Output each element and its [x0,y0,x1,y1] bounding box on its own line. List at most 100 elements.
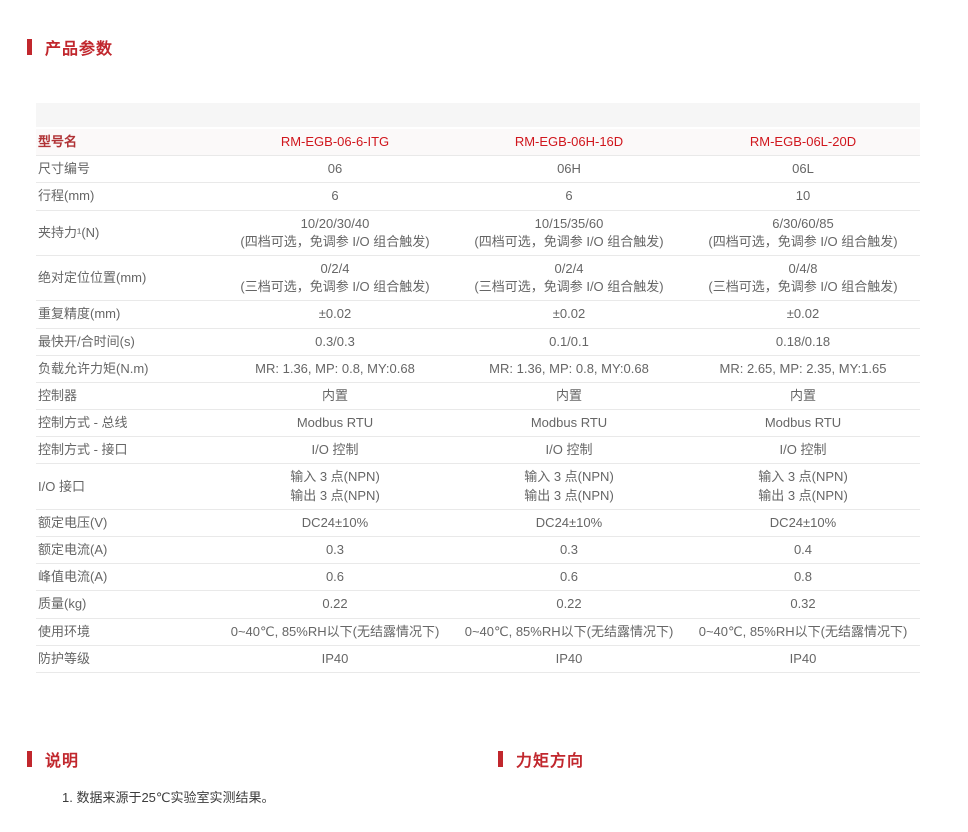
table-row-rated-current: 额定电流(A) 0.3 0.3 0.4 [36,537,920,565]
cell-value: 0.6 [559,569,579,585]
row-label: 负载允许力矩(N.m) [38,360,149,376]
cell-value: 0.22 [556,596,582,612]
model-column-header: RM-EGB-06H-16D [514,134,624,149]
cell-value: 0.18/0.18 [775,333,831,349]
table-row-controller: 控制器 内置 内置 内置 [36,383,920,411]
table-row-operating-env: 使用环境 0~40℃, 85%RH以下(无结露情况下) 0~40℃, 85%RH… [36,619,920,646]
row-label: 控制方式 - 接口 [38,442,128,458]
cell-value: 0.6 [325,569,345,585]
cell-value: 06L [792,161,814,177]
row-label: 控制器 [38,387,78,403]
cell-value: 06H [557,161,581,177]
row-label: 防护等级 [38,650,91,666]
cell-value: 10/15/35/60 (四档可选，免调参 I/O 组合触发) [474,215,664,249]
cell-value: 0.3/0.3 [315,333,355,349]
row-label: 重复精度(mm) [38,306,121,322]
row-label: 额定电流(A) [38,542,108,557]
torque-direction-section: 力矩方向 [498,747,584,806]
row-label: 使用环境 [38,623,91,639]
row-label: 控制方式 - 总线 [38,415,128,431]
table-row-peak-current: 峰值电流(A) 0.6 0.6 0.8 [36,564,920,592]
cell-value: 6 [565,188,573,204]
table-row-size-code: 尺寸编号 06 06H 06L [36,156,920,184]
table-header-row: 型号名 RM-EGB-06-6-ITG RM-EGB-06H-16D RM-EG… [36,129,920,157]
cell-value: 内置 [555,387,582,403]
section-header-torque-direction: 力矩方向 [498,747,584,771]
cell-value: ±0.02 [318,306,352,322]
table-row-rated-voltage: 额定电压(V) DC24±10% DC24±10% DC24±10% [36,510,920,537]
cell-value: 输入 3 点(NPN) 输出 3 点(NPN) [524,469,614,503]
cell-value: 6/30/60/85 (四档可选，免调参 I/O 组合触发) [708,215,898,249]
cell-value: ±0.02 [552,306,586,322]
cell-value: 0/2/4 (三档可选，免调参 I/O 组合触发) [474,260,664,295]
table-row-control-interface: 控制方式 - 接口 I/O 控制 I/O 控制 I/O 控制 [36,437,920,465]
table-row-allowable-torque: 负载允许力矩(N.m) MR: 1.36, MP: 0.8, MY:0.68 M… [36,356,920,383]
row-label: 绝对定位位置(mm) [38,270,147,286]
cell-value: IP40 [555,650,583,666]
red-accent-bar [498,750,503,767]
cell-value: MR: 1.36, MP: 0.8, MY:0.68 [255,360,415,376]
cell-value: 6 [331,188,339,204]
cell-value: DC24±10% [769,514,837,530]
section-header-notes: 说明 [27,747,471,771]
table-row-stroke: 行程(mm) 6 6 10 [36,183,920,211]
table-row-open-close-time: 最快开/合时间(s) 0.3/0.3 0.1/0.1 0.18/0.18 [36,329,920,356]
cell-value: 0.3 [325,542,345,557]
cell-value: I/O 控制 [545,442,593,458]
cell-value: 10 [795,188,811,204]
notes-section: 说明 1. 数据来源于25℃实验室实测结果。 [27,747,471,806]
model-name-header: 型号名 [38,134,78,149]
cell-value: 0.3 [559,542,579,557]
cell-value: 0.8 [793,569,813,585]
cell-value: DC24±10% [535,514,603,530]
model-column-header: RM-EGB-06-6-ITG [280,134,390,149]
cell-value: 06 [327,161,343,177]
table-row-repeatability: 重复精度(mm) ±0.02 ±0.02 ±0.02 [36,301,920,329]
table-row-abs-position: 绝对定位位置(mm) 0/2/4 (三档可选，免调参 I/O 组合触发) 0/2… [36,256,920,302]
bottom-sections: 说明 1. 数据来源于25℃实验室实测结果。 力矩方向 [0,747,968,806]
section-title-product-params: 产品参数 [45,41,114,58]
row-label: 质量(kg) [38,596,87,612]
section-title-torque-direction: 力矩方向 [516,752,585,770]
table-row-protection-rating: 防护等级 IP40 IP40 IP40 [36,646,920,673]
cell-value: I/O 控制 [311,442,359,458]
section-header-product-params: 产品参数 [27,35,968,59]
cell-value: 内置 [321,387,348,403]
cell-value: 10/20/30/40 (四档可选，免调参 I/O 组合触发) [240,215,430,249]
row-label: 额定电压(V) [38,514,108,530]
cell-value: ±0.02 [786,306,820,322]
cell-value: Modbus RTU [296,415,374,431]
cell-value: 输入 3 点(NPN) 输出 3 点(NPN) [758,469,848,503]
cell-value: Modbus RTU [764,415,842,431]
cell-value: 0.1/0.1 [549,333,589,349]
cell-value: 0~40℃, 85%RH以下(无结露情况下) [464,623,674,639]
table-row-io-interface: I/O 接口 输入 3 点(NPN) 输出 3 点(NPN) 输入 3 点(NP… [36,464,920,510]
row-label: I/O 接口 [38,478,85,494]
row-label: 最快开/合时间(s) [38,333,135,349]
cell-value: 0.4 [793,542,813,557]
row-label: 尺寸编号 [38,161,91,177]
cell-value: 0~40℃, 85%RH以下(无结露情况下) [230,623,440,639]
cell-value: DC24±10% [301,514,369,530]
cell-value: Modbus RTU [530,415,608,431]
cell-value: 输入 3 点(NPN) 输出 3 点(NPN) [290,469,380,503]
cell-value: IP40 [789,650,817,666]
cell-value: MR: 1.36, MP: 0.8, MY:0.68 [489,360,649,376]
red-accent-bar [27,39,32,55]
note-item: 1. 数据来源于25℃实验室实测结果。 [62,789,275,805]
cell-value: 0.32 [790,596,816,612]
cell-value: MR: 2.65, MP: 2.35, MY:1.65 [719,360,887,376]
section-title-notes: 说明 [45,752,80,770]
cell-value: 内置 [789,387,816,403]
model-column-header: RM-EGB-06L-20D [749,134,857,149]
cell-value: 0~40℃, 85%RH以下(无结露情况下) [698,623,908,639]
cell-value: I/O 控制 [779,442,827,458]
red-accent-bar [27,750,32,767]
row-label: 夹持力¹(N) [38,224,100,240]
row-label: 行程(mm) [38,188,95,204]
table-row-control-bus: 控制方式 - 总线 Modbus RTU Modbus RTU Modbus R… [36,410,920,438]
spec-table: 型号名 RM-EGB-06-6-ITG RM-EGB-06H-16D RM-EG… [36,103,920,673]
cell-value: 0/4/8 (三档可选，免调参 I/O 组合触发) [708,260,898,295]
table-top-band [36,103,920,129]
row-label: 峰值电流(A) [38,569,108,585]
